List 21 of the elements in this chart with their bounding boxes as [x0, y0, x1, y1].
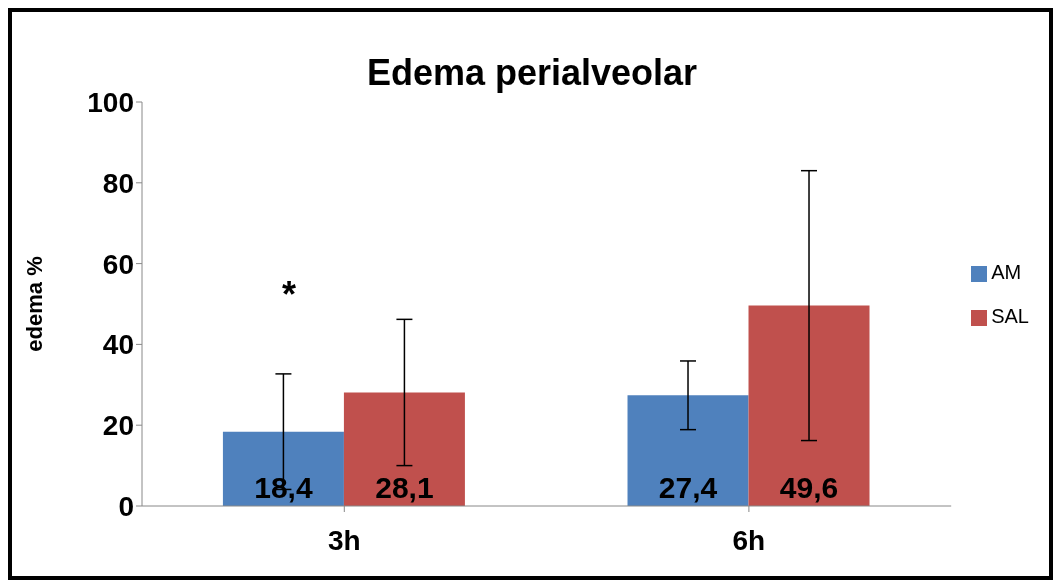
bar [748, 305, 870, 506]
y-tick-label: 100 [87, 86, 134, 118]
bar [343, 392, 465, 506]
y-tick-label: 20 [102, 410, 134, 442]
annotation: * [282, 274, 297, 316]
bar [627, 395, 749, 506]
y-axis-title: edema % [21, 256, 47, 352]
y-tick-label: 80 [102, 167, 134, 199]
chart-title: Edema perialveolar [366, 52, 698, 93]
y-tick-label: 0 [118, 490, 134, 522]
legend-label: AM [991, 261, 1022, 283]
x-tick-label: 6h [732, 524, 766, 556]
data-label: 18,4 [254, 471, 313, 504]
bar [222, 431, 344, 506]
y-tick-label: 60 [102, 248, 134, 280]
data-label: 49,6 [779, 471, 839, 504]
legend-label: SAL [991, 305, 1029, 327]
x-tick-label: 3h [327, 524, 361, 556]
data-label: 28,1 [375, 471, 434, 504]
y-tick-label: 40 [102, 329, 134, 361]
data-label: 27,4 [658, 471, 718, 504]
